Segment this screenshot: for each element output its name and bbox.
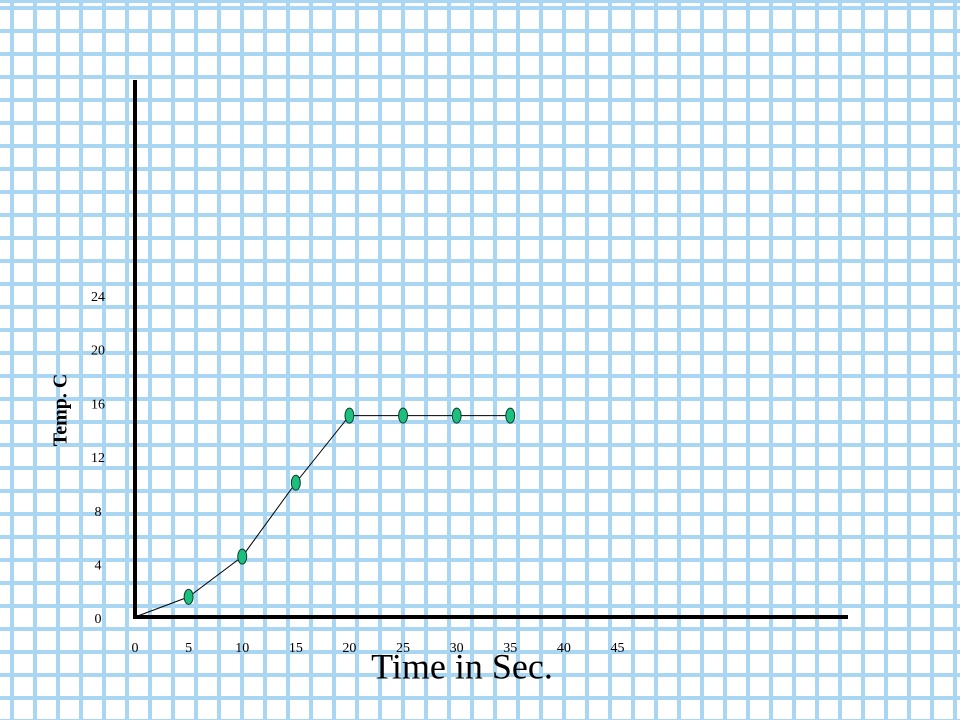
data-point bbox=[505, 407, 516, 424]
x-tick-label: 5 bbox=[185, 641, 192, 656]
y-tick-label: 12 bbox=[91, 451, 105, 466]
data-point bbox=[183, 588, 194, 605]
y-tick-label: 24 bbox=[91, 290, 105, 305]
x-tick-label: 25 bbox=[396, 641, 410, 656]
data-point bbox=[451, 407, 462, 424]
y-tick-label: 4 bbox=[95, 559, 102, 574]
y-axis-label: Temp. C bbox=[50, 374, 72, 447]
y-tick-label: 0 bbox=[95, 612, 102, 627]
x-tick-label: 20 bbox=[342, 641, 356, 656]
line-lead bbox=[134, 596, 189, 618]
y-tick-label: 20 bbox=[91, 344, 105, 359]
x-axis-label: Time in Sec. bbox=[371, 646, 553, 686]
data-point bbox=[290, 474, 301, 491]
data-point bbox=[344, 407, 355, 424]
x-tick-label: 30 bbox=[450, 641, 464, 656]
x-tick-label: 15 bbox=[289, 641, 303, 656]
x-tick-label: 45 bbox=[610, 641, 624, 656]
y-tick-label: 16 bbox=[91, 397, 105, 412]
y-tick-label: 8 bbox=[95, 505, 102, 520]
x-tick-label: 0 bbox=[132, 641, 139, 656]
x-tick-label: 40 bbox=[557, 641, 571, 656]
x-tick-label: 35 bbox=[503, 641, 517, 656]
data-point bbox=[237, 548, 248, 565]
data-line bbox=[188, 415, 511, 598]
x-tick-label: 10 bbox=[235, 641, 249, 656]
data-point bbox=[398, 407, 409, 424]
